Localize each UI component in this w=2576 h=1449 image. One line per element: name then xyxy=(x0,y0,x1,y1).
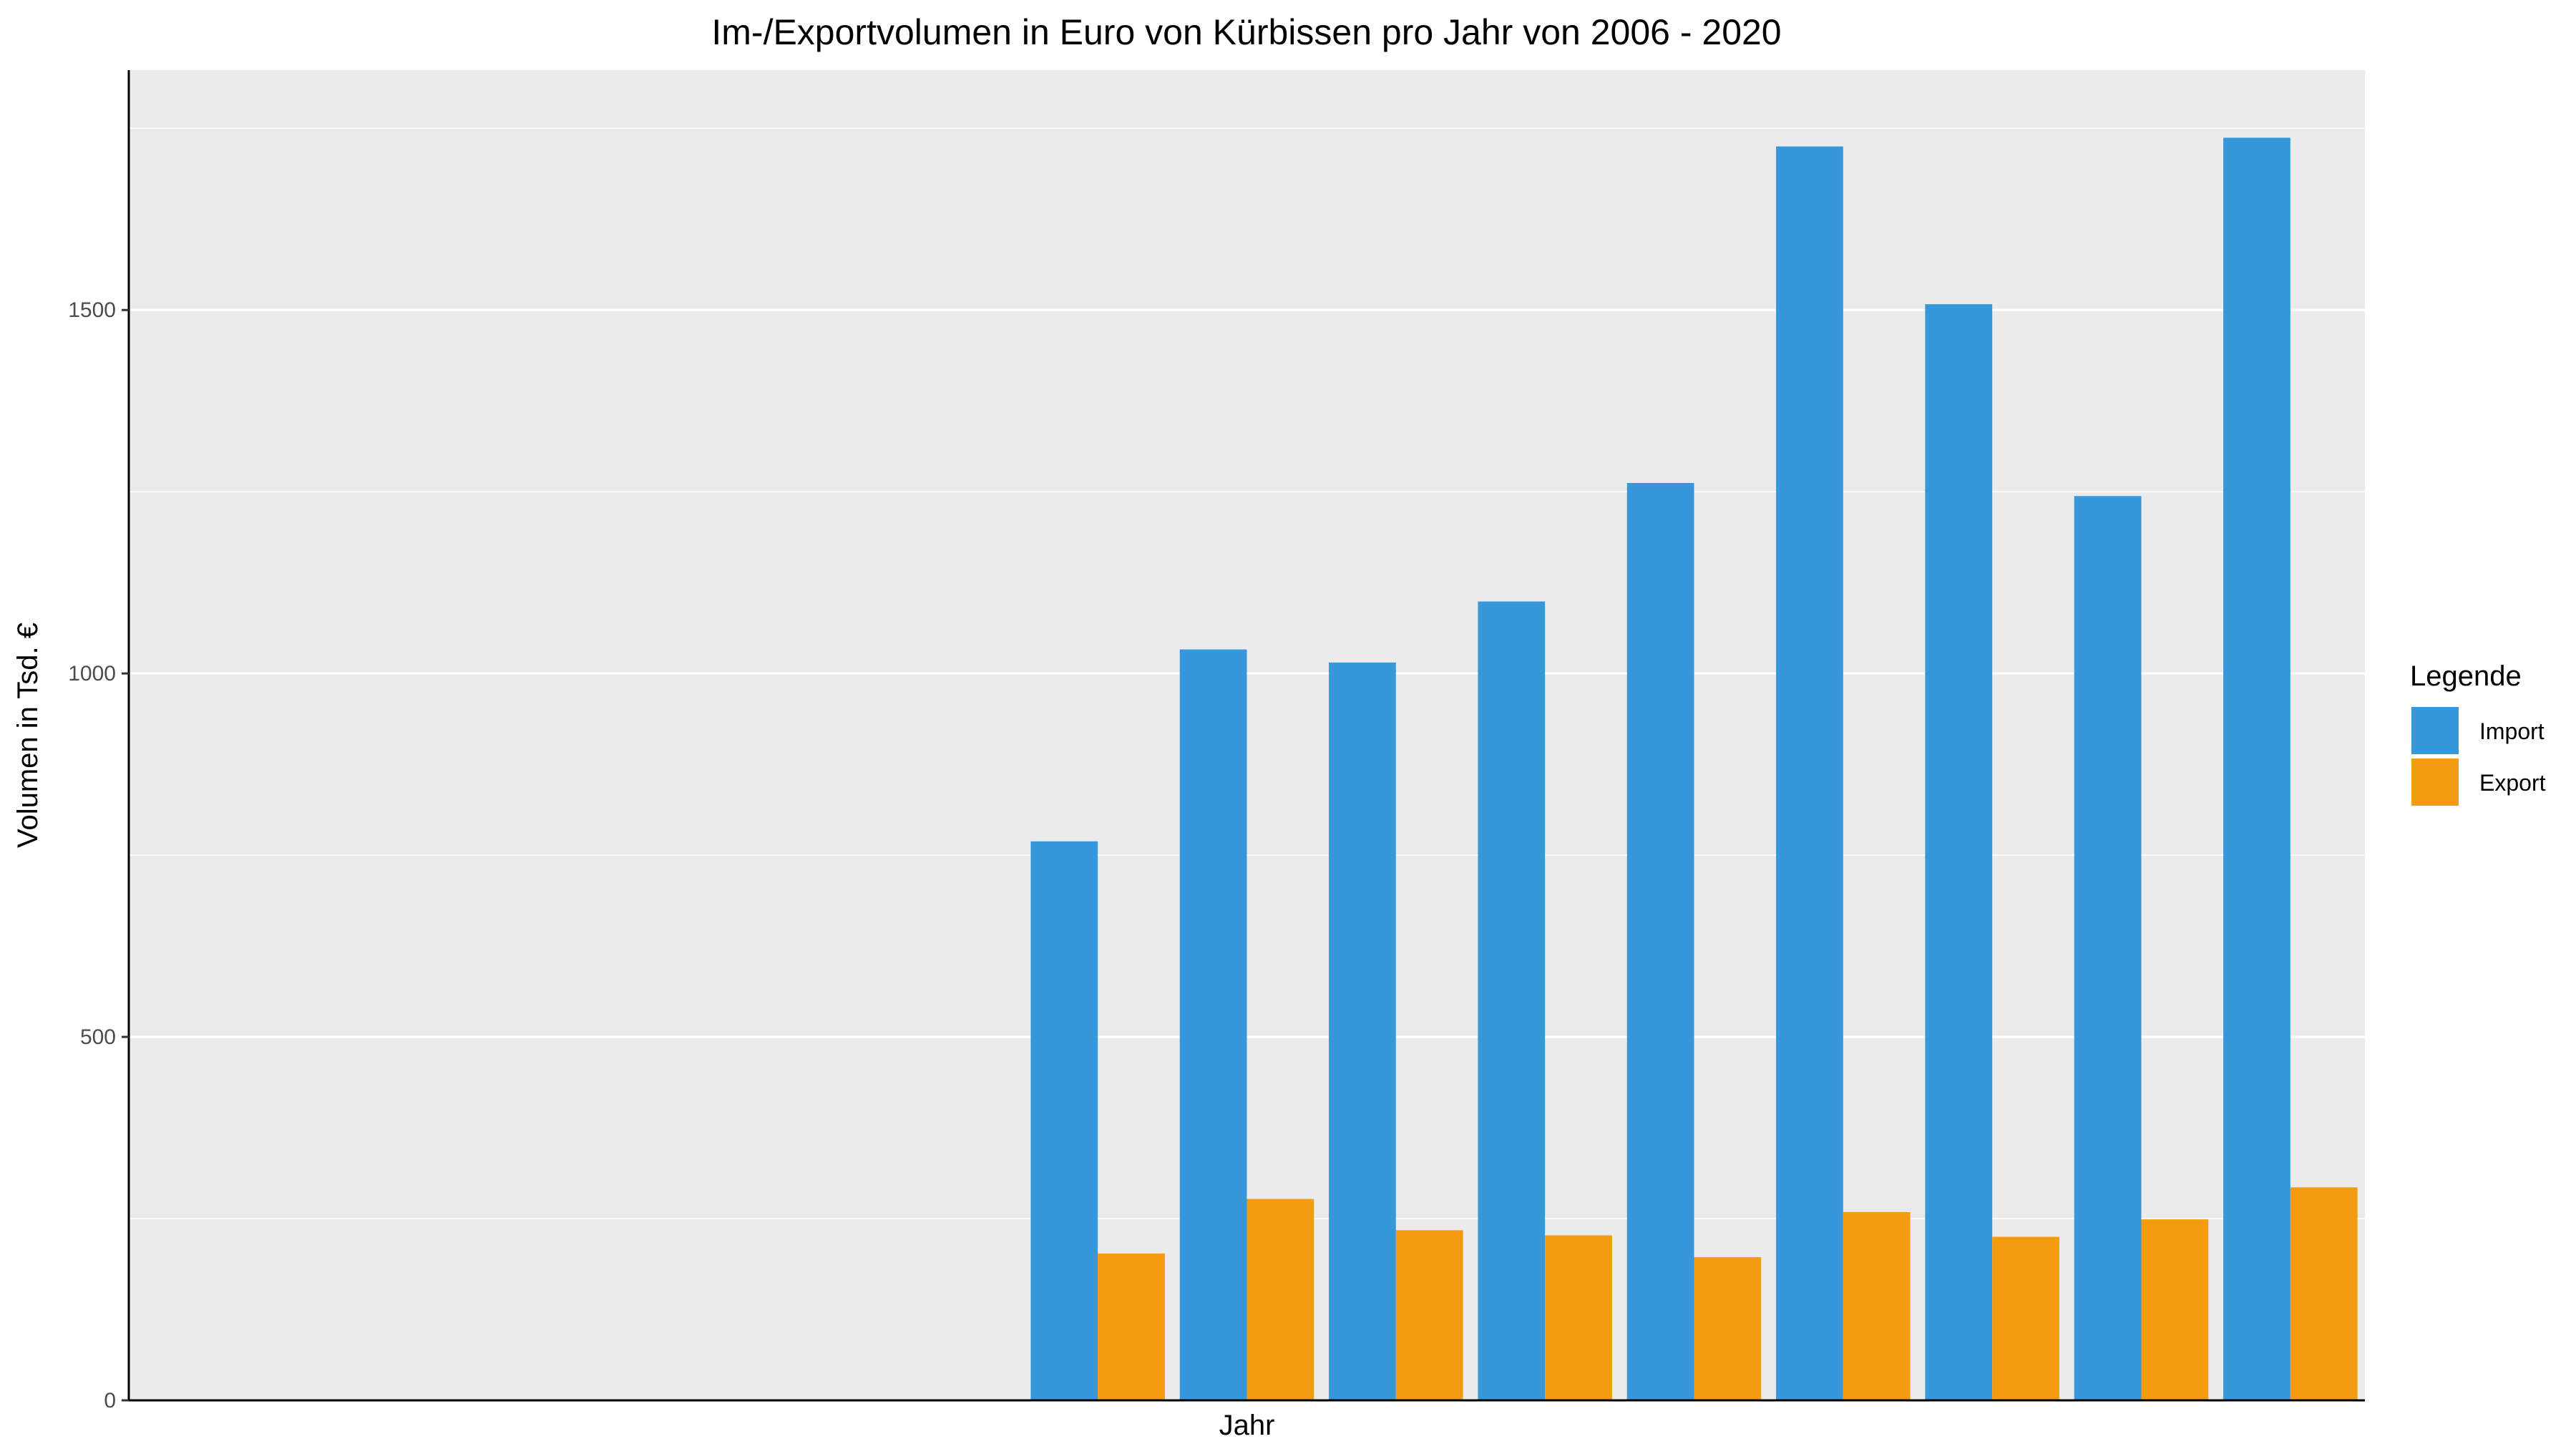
legend: Legende Import Export xyxy=(2410,660,2546,806)
bar-import xyxy=(1030,841,1098,1400)
bar-export xyxy=(1545,1235,1612,1400)
legend-label-export: Export xyxy=(2479,770,2546,796)
bar-import xyxy=(1925,304,1993,1400)
bar-export xyxy=(1246,1199,1314,1400)
legend-label-import: Import xyxy=(2479,718,2545,744)
bar-export xyxy=(1843,1211,1911,1400)
bar-export xyxy=(2290,1187,2358,1400)
bar-import xyxy=(2223,137,2290,1401)
legend-items: Import Export xyxy=(2411,707,2546,806)
bar-export xyxy=(1992,1236,2059,1400)
bar-export xyxy=(1395,1230,1463,1400)
bar-import xyxy=(1626,483,1694,1400)
bar-import xyxy=(2074,496,2142,1400)
axes: 0 500 1000 1500 xyxy=(68,70,2365,1413)
bar-export xyxy=(2141,1219,2209,1400)
x-axis-title: Jahr xyxy=(1219,1410,1275,1441)
y-tick-label: 0 xyxy=(104,1389,116,1413)
bar-import xyxy=(1329,662,1396,1400)
legend-swatch-export xyxy=(2411,758,2459,806)
bars xyxy=(1030,137,2358,1401)
legend-title: Legende xyxy=(2410,660,2522,692)
bar-import xyxy=(1478,601,1546,1400)
legend-swatch-import xyxy=(2411,707,2459,754)
y-axis-title: Volumen in Tsd. € xyxy=(12,623,44,848)
bar-export xyxy=(1694,1257,1762,1400)
y-tick-label: 500 xyxy=(80,1025,116,1049)
bar-export xyxy=(1098,1253,1165,1400)
y-tick-label: 1500 xyxy=(68,298,116,322)
y-tick-label: 1000 xyxy=(68,662,116,686)
bar-import xyxy=(1179,649,1247,1400)
chart-title: Im-/Exportvolumen in Euro von Kürbissen … xyxy=(711,12,1781,52)
bar-import xyxy=(1776,146,1843,1400)
